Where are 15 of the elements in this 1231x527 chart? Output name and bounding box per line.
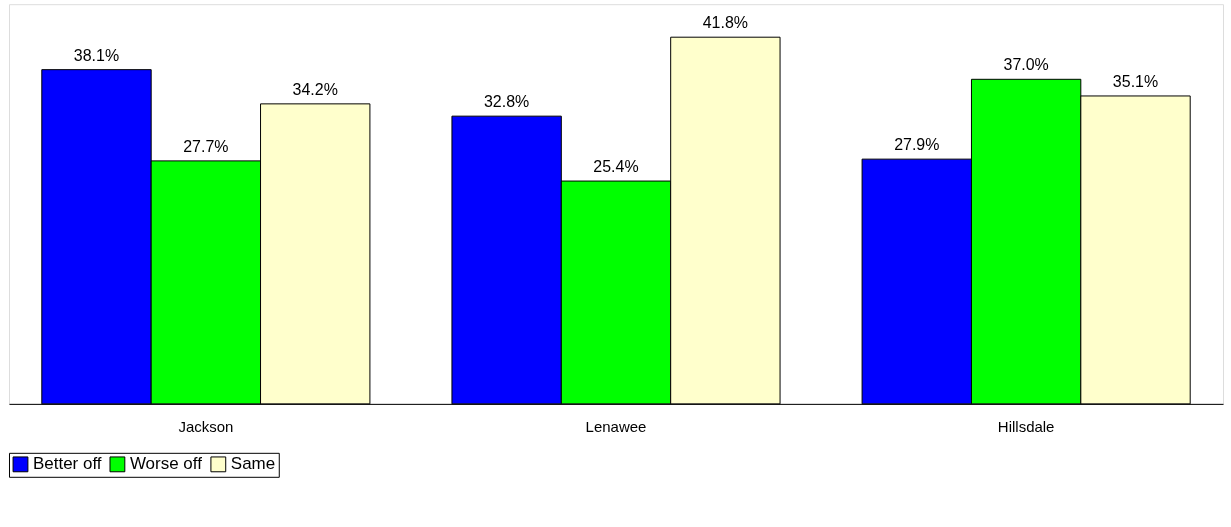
x-tick-label: Jackson — [178, 418, 234, 436]
legend-label: Better off — [32, 454, 102, 474]
data-label: 34.2% — [292, 80, 338, 98]
legend-label: Same — [230, 454, 276, 474]
data-label: 25.4% — [593, 158, 639, 176]
legend-label: Worse off — [129, 454, 203, 474]
x-tick-label: Lenawee — [585, 418, 647, 436]
data-label: 37.0% — [1003, 56, 1049, 74]
data-label: 38.1% — [73, 46, 120, 64]
data-label: 32.8% — [483, 93, 530, 111]
x-tick-label: Hillsdale — [997, 418, 1055, 436]
data-label: 27.7% — [183, 137, 229, 155]
data-label: 27.9% — [894, 136, 940, 154]
data-label: 35.1% — [1112, 72, 1159, 90]
data-label: 41.8% — [702, 14, 749, 32]
